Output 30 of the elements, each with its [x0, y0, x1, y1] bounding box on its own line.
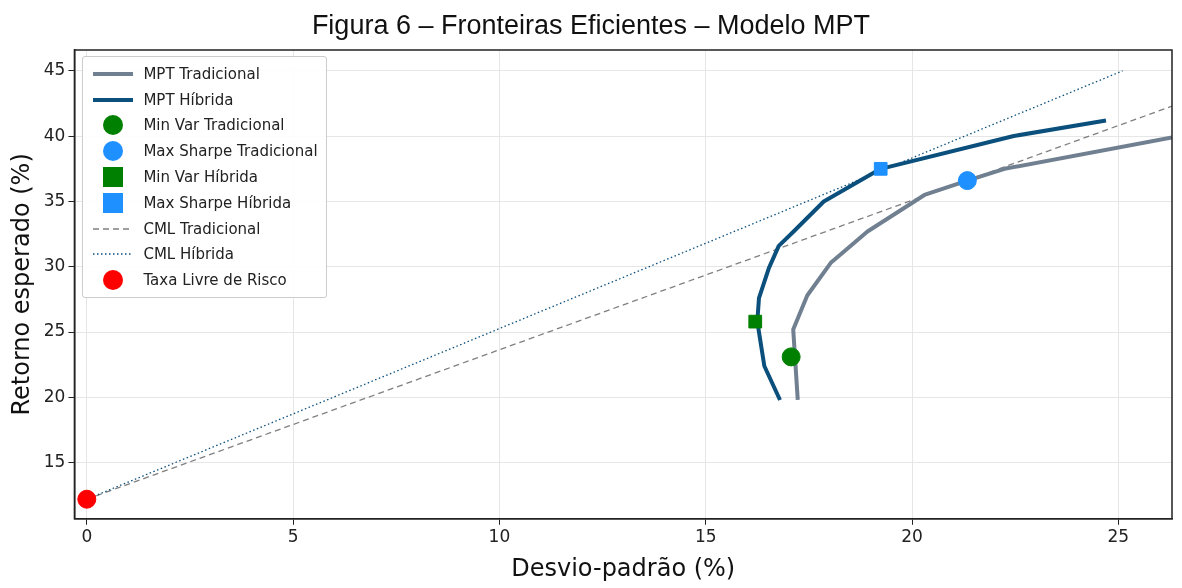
x-tick-label: 5	[287, 526, 299, 547]
legend-label: Max Sharpe Tradicional	[143, 142, 318, 161]
point	[77, 489, 97, 509]
point	[748, 314, 763, 329]
x-tick-label: 0	[81, 526, 93, 547]
legend-label: MPT Tradicional	[143, 64, 260, 83]
legend-label: CML Tradicional	[143, 219, 261, 238]
point	[873, 161, 888, 176]
x-tick-label: 15	[694, 526, 717, 547]
x-tick-label: 20	[901, 526, 923, 547]
x-tick-label: 25	[1107, 526, 1130, 547]
x-tick-label: 10	[488, 526, 511, 547]
y-tick-label: 45	[43, 59, 66, 80]
legend-label: Min Var Tradicional	[143, 116, 285, 135]
point	[957, 171, 977, 191]
point	[781, 347, 801, 367]
y-axis-title: Retorno esperado (%)	[6, 153, 35, 416]
chart-title: Figura 6 – Fronteiras Eficientes – Modelo MPT	[310, 10, 872, 41]
y-tick-label: 15	[43, 451, 66, 472]
y-tick-label: 30	[43, 255, 66, 276]
x-axis-title: Desvio-padrão (%)	[511, 553, 736, 582]
legend-label: Taxa Livre de Risco	[143, 271, 287, 290]
y-tick-label: 20	[43, 385, 66, 406]
legend-label: Min Var Híbrida	[143, 168, 259, 187]
legend-label: MPT Híbrida	[143, 90, 234, 109]
legend-label: Max Sharpe Híbrida	[143, 193, 292, 212]
legend-label: CML Híbrida	[143, 245, 234, 264]
y-tick-label: 40	[43, 124, 66, 145]
y-tick-label: 25	[43, 320, 66, 341]
y-tick-label: 35	[43, 189, 66, 210]
